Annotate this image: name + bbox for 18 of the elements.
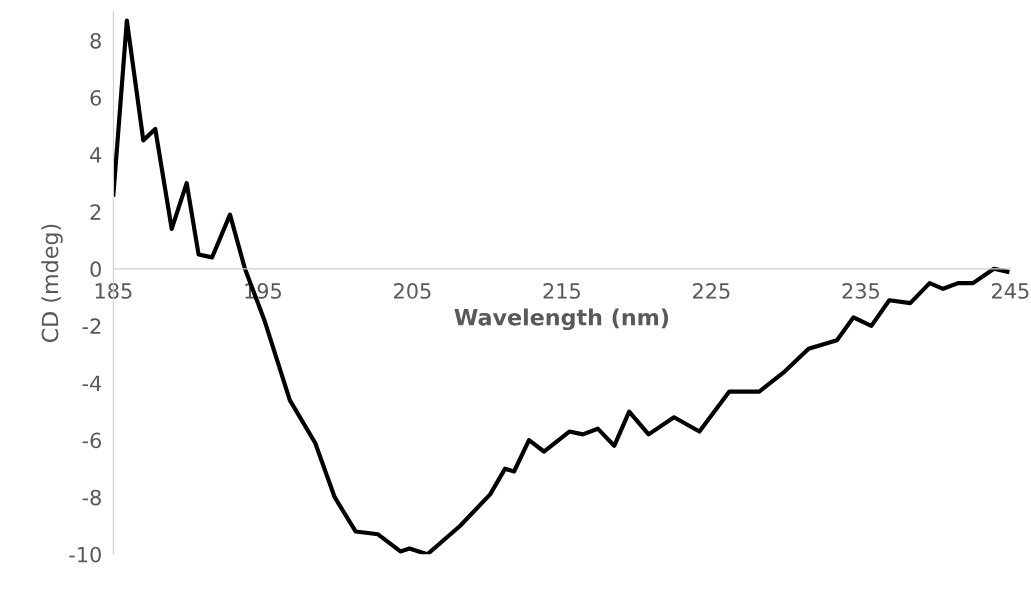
x-tick-label: 235	[842, 283, 879, 299]
y-tick-label: -10	[69, 546, 101, 563]
y-tick-label: 6	[90, 90, 101, 106]
y-tick-label: 2	[90, 204, 101, 220]
y-tick-label: 8	[90, 32, 101, 49]
y-tick-label: 4	[90, 147, 102, 163]
y-tick-label: -4	[82, 375, 102, 391]
x-tick-label: 205	[394, 283, 431, 299]
y-axis-title: CD (mdeg)	[41, 224, 63, 343]
y-tick-label: -6	[82, 432, 101, 449]
x-tick-label: 185	[95, 283, 132, 299]
y-tick-label: -8	[82, 489, 101, 506]
x-tick-label: 245	[992, 283, 1029, 299]
x-axis-title: Wavelength (nm)	[454, 308, 669, 331]
x-tick-label: 225	[693, 283, 730, 299]
y-tick-label: 0	[90, 261, 101, 278]
y-tick-label: -2	[82, 318, 101, 334]
x-tick-label: 215	[543, 283, 580, 299]
